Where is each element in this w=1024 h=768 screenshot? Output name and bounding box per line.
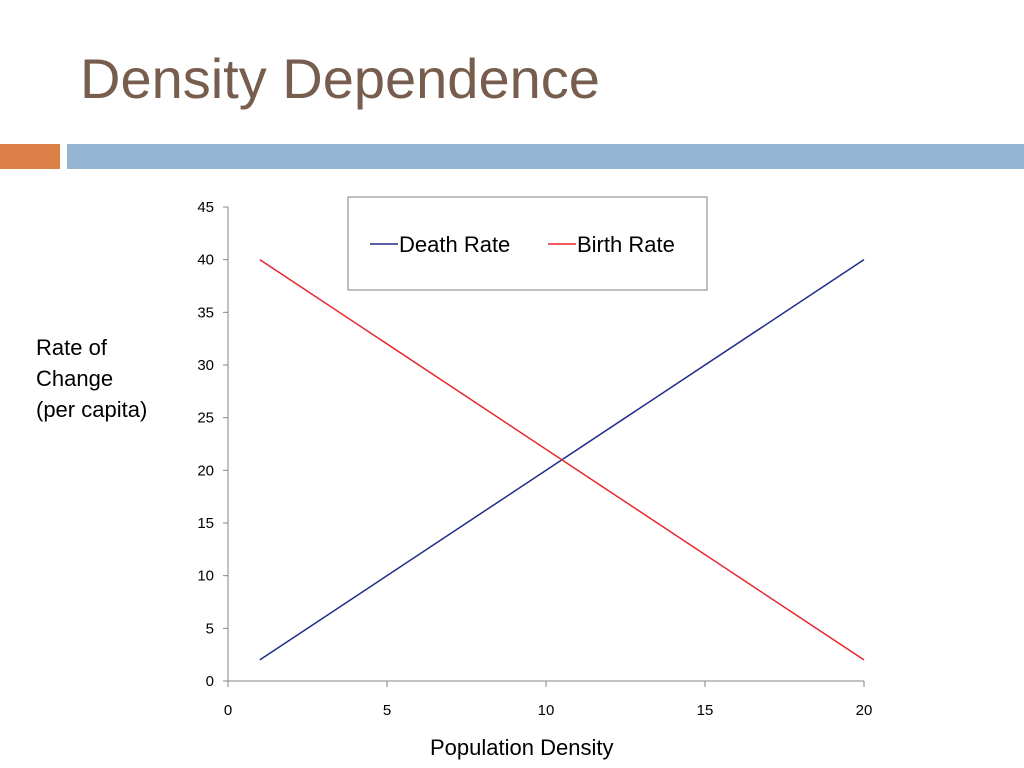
- y-tick-label: 25: [197, 410, 214, 427]
- legend-box: [347, 196, 708, 291]
- blue-accent-bar: [67, 144, 1024, 169]
- y-tick-label: 40: [197, 252, 214, 269]
- x-axis-title: Population Density: [430, 735, 614, 760]
- x-tick-label: 5: [383, 702, 391, 719]
- series-line-birth-rate: [259, 259, 865, 661]
- slide-title: Density Dependence: [80, 47, 600, 110]
- x-tick-label: 20: [856, 702, 873, 719]
- x-tick-label: 0: [224, 702, 232, 719]
- legend-label-birth-rate: Birth Rate: [577, 232, 675, 257]
- y-axis-title-line-1: Rate of: [36, 335, 107, 360]
- y-tick-label: 10: [197, 568, 214, 585]
- y-tick-label: 35: [197, 304, 214, 321]
- y-tick-label: 45: [197, 199, 214, 216]
- x-tick-label: 10: [538, 702, 555, 719]
- y-tick-label: 15: [197, 515, 214, 532]
- x-tick-label: 15: [697, 702, 714, 719]
- y-axis-title-line-2: Change: [36, 366, 114, 391]
- y-axis-title: Rate of Change (per capita): [36, 332, 147, 425]
- y-tick-label: 0: [206, 673, 214, 690]
- y-tick-label: 5: [206, 620, 214, 637]
- y-axis-title-line-3: (per capita): [36, 397, 148, 422]
- legend-label-death-rate: Death Rate: [399, 232, 510, 257]
- y-tick-label: 20: [197, 462, 214, 479]
- orange-accent-bar: [0, 144, 60, 169]
- y-tick-label: 30: [197, 357, 214, 374]
